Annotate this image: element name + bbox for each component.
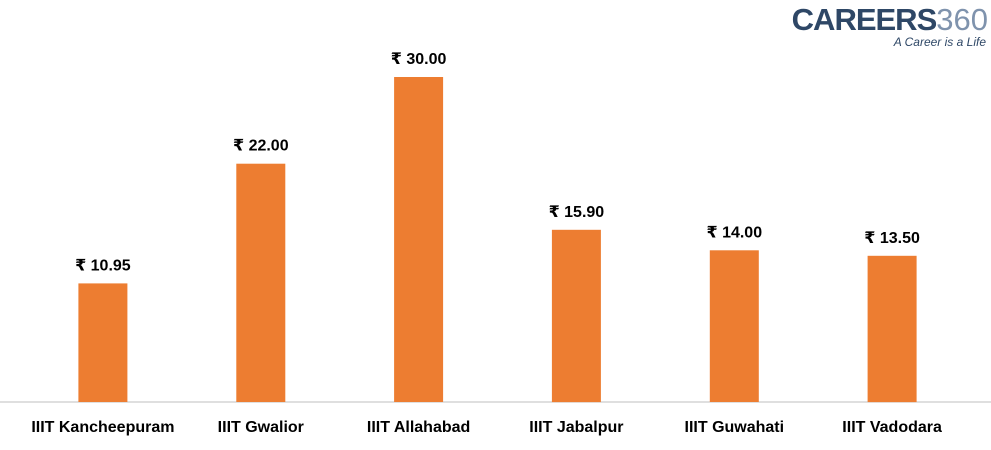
category-label-2: IIIT Allahabad <box>367 419 470 436</box>
category-label-4: IIIT Guwahati <box>685 419 785 436</box>
logo-wordmark: CAREERS360 <box>792 4 988 35</box>
bar-4 <box>709 250 759 402</box>
bar-3 <box>551 229 601 403</box>
data-label-3: ₹ 15.90 <box>549 204 605 221</box>
data-label-0: ₹ 10.95 <box>75 257 131 274</box>
data-label-5: ₹ 13.50 <box>864 230 920 247</box>
careers360-logo: CAREERS360 A Career is a Life <box>792 4 988 48</box>
category-label-1: IIIT Gwalior <box>218 419 304 436</box>
category-label-0: IIIT Kancheepuram <box>31 419 174 436</box>
bar-2 <box>394 77 444 402</box>
bars-group <box>78 77 917 403</box>
category-label-3: IIIT Jabalpur <box>529 419 623 436</box>
bar-1 <box>236 163 286 402</box>
bar-0 <box>78 283 128 402</box>
category-label-5: IIIT Vadodara <box>842 419 942 436</box>
logo-tagline: A Career is a Life <box>893 35 986 49</box>
bar-5 <box>867 255 917 403</box>
data-label-2: ₹ 30.00 <box>391 51 447 68</box>
logo-number-text: 360 <box>936 2 988 37</box>
logo-name-text: CAREERS <box>791 2 938 37</box>
category-labels-group: IIIT Kancheepuram IIIT Gwalior IIIT Allaha… <box>31 419 942 436</box>
data-label-4: ₹ 14.00 <box>706 224 762 241</box>
data-labels-group: ₹ 10.95 ₹ 22.00 ₹ 30.00 ₹ 15.90 ₹ 14.00 ₹ 13.… <box>75 51 920 274</box>
data-label-1: ₹ 22.00 <box>233 138 289 155</box>
